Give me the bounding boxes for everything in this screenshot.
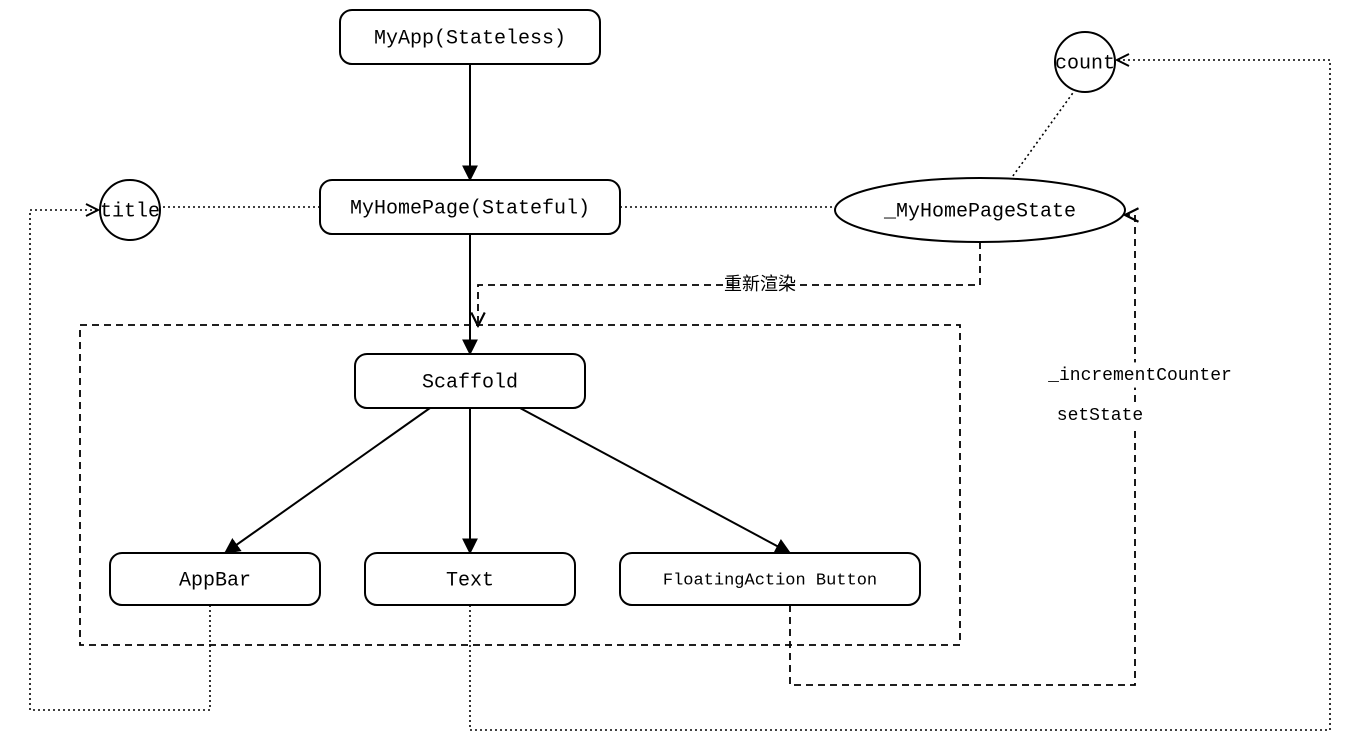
node-appbar-label: AppBar (179, 569, 251, 592)
node-state-label: _MyHomePageState (883, 200, 1076, 223)
node-scaffold-label: Scaffold (422, 371, 518, 394)
node-myapp-label: MyApp(Stateless) (374, 27, 566, 50)
edge-appbar-to-title (30, 210, 210, 710)
node-homepage-label: MyHomePage(Stateful) (350, 197, 590, 220)
node-fab-label: FloatingAction Button (663, 571, 877, 590)
node-title-label: title (100, 200, 160, 223)
node-scaffold: Scaffold (355, 354, 585, 408)
nodes: MyApp(Stateless) MyHomePage(Stateful) Scaf… (100, 10, 1125, 605)
rerender-label: 重新渲染 (724, 274, 796, 296)
edge-labels: 重新渲染 _incrementCounter setState (724, 272, 1239, 427)
node-appbar: AppBar (110, 553, 320, 605)
edge-scaffold-to-fab (520, 408, 790, 553)
node-count-label: count (1055, 52, 1115, 75)
edge-state-to-count (1010, 90, 1075, 180)
setstate-label: setState (1057, 406, 1143, 426)
node-state: _MyHomePageState (835, 178, 1125, 242)
flutter-widget-tree-diagram: 重新渲染 _incrementCounter setState MyApp(Stat… (0, 0, 1352, 744)
node-title: title (100, 180, 160, 240)
edge-scaffold-to-appbar (225, 408, 430, 553)
node-homepage: MyHomePage(Stateful) (320, 180, 620, 234)
edge-text-to-count (470, 60, 1330, 730)
node-myapp: MyApp(Stateless) (340, 10, 600, 64)
increment-counter-label: _incrementCounter (1047, 366, 1232, 386)
node-fab: FloatingAction Button (620, 553, 920, 605)
edges (30, 60, 1330, 730)
node-text-label: Text (446, 569, 494, 592)
node-count: count (1055, 32, 1115, 92)
node-text: Text (365, 553, 575, 605)
